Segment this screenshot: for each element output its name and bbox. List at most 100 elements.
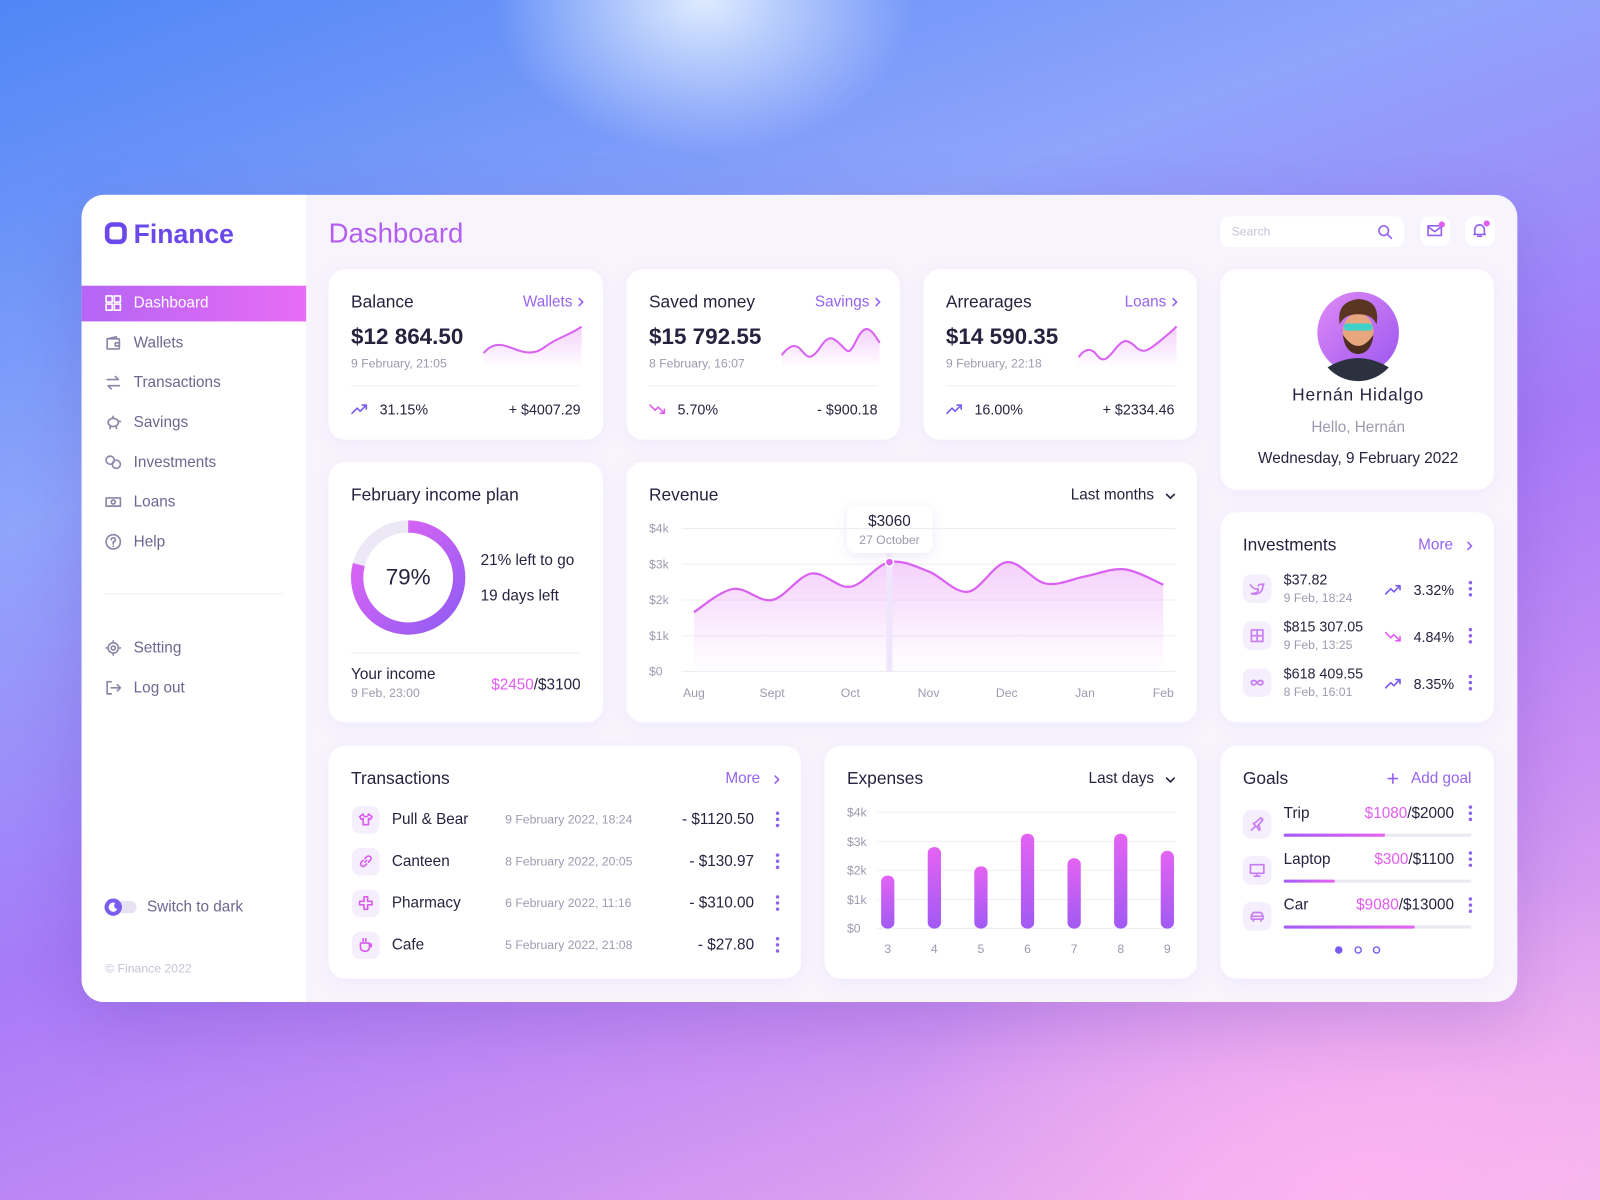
icon: [876, 299, 880, 306]
investment-date: 9 Feb, 13:25: [1283, 637, 1353, 653]
nav-item[interactable]: Log out: [133, 679, 185, 697]
nav-item[interactable]: Help: [133, 533, 166, 551]
icon-path: [1474, 225, 1485, 236]
y-tick-label: $2k: [648, 592, 669, 608]
trend-icon: [1386, 586, 1400, 594]
add-goal[interactable]: Add goal: [1411, 769, 1472, 788]
x-tick-label: 7: [1070, 941, 1078, 957]
avatar: [1317, 291, 1399, 382]
nav-item[interactable]: Transactions: [133, 373, 221, 392]
y-tick-label: $1k: [846, 892, 867, 907]
icon-path: [106, 456, 120, 468]
sparkline: [1077, 325, 1178, 368]
more-menu[interactable]: [775, 853, 780, 870]
icon: [360, 939, 371, 952]
more-menu[interactable]: [775, 895, 780, 911]
menu-dot: [1468, 857, 1473, 861]
filter-dropdown[interactable]: Last days: [1088, 769, 1155, 788]
more-menu[interactable]: [1468, 851, 1473, 868]
card-link[interactable]: More: [725, 769, 761, 788]
revenue-area: [693, 561, 1164, 672]
more-menu[interactable]: [1468, 897, 1473, 913]
dropdown-icon[interactable]: [1167, 778, 1175, 782]
search-placeholder[interactable]: Search: [1231, 224, 1271, 239]
transaction-name: Canteen: [391, 852, 450, 870]
icon-path: [360, 814, 373, 825]
trend-icon: [1386, 680, 1400, 688]
icon-path: [579, 299, 583, 306]
income-amount: $2450/$3100: [491, 677, 580, 692]
more-menu[interactable]: [1468, 805, 1473, 822]
icon: [1468, 542, 1472, 549]
nav-item[interactable]: Loans: [133, 493, 176, 511]
switch-label[interactable]: Switch to dark: [146, 898, 244, 916]
icon-path: [1250, 865, 1263, 876]
filter-dropdown[interactable]: Last months: [1070, 486, 1155, 504]
icon-box: [352, 889, 380, 917]
pagination-dot[interactable]: [1334, 946, 1343, 954]
card-title: Investments: [1242, 535, 1337, 555]
pagination-dot[interactable]: [1372, 946, 1381, 954]
icon-path: [1251, 681, 1262, 685]
transaction-amount: - $310.00: [689, 894, 755, 912]
nav-item[interactable]: Wallets: [133, 334, 184, 352]
x-tick-label: 9: [1163, 941, 1171, 957]
nav-item[interactable]: Setting: [133, 639, 182, 657]
amount-part: $1080: [1364, 804, 1408, 822]
menu-dot: [1468, 851, 1473, 855]
icon: [1251, 818, 1262, 830]
sparkline-line: [1077, 325, 1178, 361]
sparkline-line: [780, 328, 881, 358]
transaction-amount: - $130.97: [689, 852, 755, 870]
menu-dot: [775, 811, 780, 815]
x-tick-label: 8: [1117, 941, 1125, 957]
more-menu[interactable]: [1468, 627, 1473, 644]
icon: [1251, 630, 1262, 641]
menu-dot: [1468, 863, 1473, 868]
mail-icon[interactable]: [1428, 226, 1441, 236]
icon-path: [1251, 630, 1262, 641]
search-icon[interactable]: [1379, 226, 1391, 238]
investment-date: 8 Feb, 16:01: [1283, 684, 1353, 699]
card-link[interactable]: Wallets: [522, 293, 573, 311]
menu-dot: [1468, 811, 1473, 815]
dropdown-icon[interactable]: [1167, 494, 1175, 498]
icon: [107, 337, 119, 349]
nav-item[interactable]: Dashboard: [133, 294, 209, 312]
more-menu[interactable]: [775, 811, 780, 828]
icon-path: [876, 299, 880, 306]
transaction-date: 8 February 2022, 20:05: [505, 854, 633, 869]
more-menu[interactable]: [1468, 580, 1473, 597]
menu-dot: [1468, 674, 1473, 679]
pagination-dot[interactable]: [1354, 946, 1362, 954]
nav-item[interactable]: Investments: [133, 453, 217, 471]
card-link[interactable]: Loans: [1124, 293, 1167, 311]
dark-mode-toggle[interactable]: [104, 898, 137, 916]
more-menu[interactable]: [775, 937, 780, 953]
bar: [1114, 833, 1128, 929]
icon-path: [361, 856, 371, 866]
logo-icon: [104, 222, 127, 245]
trend-icon: [352, 405, 366, 413]
icon-path: [106, 641, 120, 655]
bell-button[interactable]: [1465, 216, 1495, 246]
sparkline-area: [483, 326, 582, 368]
sparkline: [780, 328, 881, 368]
icon-path: [352, 405, 366, 413]
x-tick-label: Aug: [682, 685, 705, 700]
goal-name: Trip: [1283, 804, 1310, 822]
more-menu[interactable]: [1468, 674, 1473, 691]
card-title: Balance: [351, 292, 414, 312]
icon-path: [106, 296, 120, 310]
icon: [360, 897, 373, 910]
bell-icon[interactable]: [1474, 225, 1485, 236]
card-link[interactable]: Savings: [814, 293, 870, 311]
icon-box: [1242, 810, 1272, 839]
add-icon[interactable]: [1388, 774, 1397, 783]
menu-dot: [775, 823, 780, 828]
nav-item[interactable]: Savings: [133, 413, 189, 432]
card-link[interactable]: More: [1418, 536, 1454, 554]
menu-dot: [1468, 909, 1473, 913]
search-box[interactable]: [1220, 216, 1405, 247]
